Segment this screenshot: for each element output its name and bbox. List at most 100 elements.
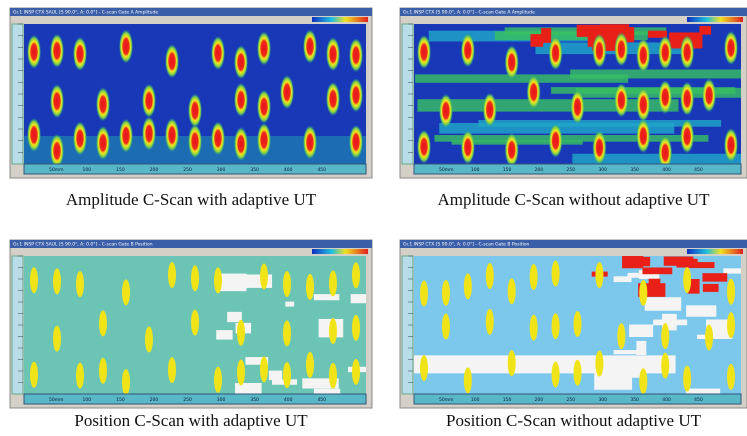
x-tick-label: 150 bbox=[116, 167, 125, 173]
indication bbox=[352, 314, 360, 341]
hot-zone bbox=[686, 262, 715, 269]
indication bbox=[188, 124, 202, 159]
indication bbox=[617, 323, 626, 350]
indication bbox=[417, 129, 431, 164]
x-tick-label: 200 bbox=[535, 167, 544, 173]
x-tick-label: 400 bbox=[662, 167, 671, 173]
indication bbox=[283, 362, 291, 389]
indication bbox=[257, 31, 271, 66]
x-tick-label: 250 bbox=[183, 167, 192, 173]
indication bbox=[234, 82, 248, 117]
band bbox=[570, 69, 741, 79]
band bbox=[494, 31, 648, 41]
indication bbox=[636, 87, 651, 122]
indication bbox=[303, 29, 317, 64]
indication bbox=[257, 89, 271, 124]
indication bbox=[30, 267, 38, 294]
indication bbox=[119, 118, 133, 153]
void-zone bbox=[216, 330, 233, 340]
void-zone bbox=[613, 350, 643, 355]
scan-image bbox=[24, 24, 366, 164]
hot-zone bbox=[702, 273, 728, 282]
bottom-ruler bbox=[413, 393, 742, 405]
hot-zone bbox=[530, 34, 544, 47]
void-zone bbox=[313, 294, 340, 301]
indication bbox=[680, 35, 695, 70]
x-tick-label: 300 bbox=[217, 167, 226, 173]
indication bbox=[702, 78, 717, 113]
caption: Position C-Scan with adaptive UT bbox=[74, 411, 308, 430]
indication bbox=[191, 309, 199, 336]
indication bbox=[614, 83, 629, 118]
indication bbox=[658, 80, 673, 115]
hot-zone bbox=[642, 267, 673, 275]
indication bbox=[526, 75, 541, 110]
x-tick-label: 250 bbox=[567, 167, 576, 173]
hot-zone bbox=[541, 28, 552, 43]
scan-image bbox=[24, 256, 366, 394]
x-tick-label: 150 bbox=[503, 167, 512, 173]
x-tick-label: 450 bbox=[694, 167, 703, 173]
indication bbox=[168, 262, 176, 289]
indication bbox=[504, 132, 519, 164]
indication bbox=[303, 125, 317, 160]
x-tick-label: 200 bbox=[150, 397, 159, 403]
indication bbox=[165, 44, 179, 79]
color-bar bbox=[312, 17, 368, 22]
indication bbox=[573, 311, 582, 338]
indication bbox=[188, 93, 202, 128]
bottom-ruler bbox=[23, 393, 367, 405]
indication bbox=[595, 262, 604, 289]
indication bbox=[507, 350, 516, 377]
x-tick-label: 250 bbox=[183, 397, 192, 403]
caption: Amplitude C-Scan without adaptive UT bbox=[438, 190, 711, 209]
x-tick-label: 100 bbox=[471, 167, 480, 173]
indication bbox=[658, 135, 673, 164]
indication bbox=[551, 313, 560, 340]
indication bbox=[142, 83, 156, 118]
scan-image bbox=[414, 24, 741, 164]
x-tick-label: 450 bbox=[317, 397, 326, 403]
indication bbox=[211, 36, 225, 71]
hot-zone bbox=[576, 24, 602, 37]
indication bbox=[460, 33, 475, 68]
x-tick-label: 150 bbox=[116, 397, 125, 403]
x-tick-label: 250 bbox=[567, 397, 576, 403]
indication bbox=[214, 267, 222, 294]
scan-image bbox=[414, 256, 741, 394]
x-tick-label: 200 bbox=[150, 167, 159, 173]
indication bbox=[50, 133, 64, 164]
indication bbox=[99, 310, 107, 337]
indication bbox=[529, 264, 538, 291]
void-zone bbox=[350, 294, 366, 304]
x-tick-label: 50mm bbox=[49, 167, 64, 173]
indication bbox=[705, 324, 714, 351]
void-zone bbox=[723, 268, 741, 274]
indication bbox=[636, 38, 651, 73]
void-zone bbox=[594, 372, 633, 390]
x-tick-label: 350 bbox=[630, 397, 639, 403]
scan-panel: Gr.1 INSP CTX [S 90.0°, A: 0.0°] - C-sca… bbox=[399, 7, 747, 179]
indication bbox=[551, 260, 560, 287]
indication bbox=[191, 265, 199, 292]
indication bbox=[329, 362, 337, 389]
indication bbox=[306, 273, 314, 300]
indication bbox=[460, 130, 475, 164]
caption: Position C-Scan without adaptive UT bbox=[446, 411, 702, 430]
indication bbox=[27, 34, 41, 69]
void-zone bbox=[268, 370, 283, 381]
title-bar bbox=[10, 240, 372, 248]
indication bbox=[306, 351, 314, 378]
indication bbox=[329, 270, 337, 297]
indication bbox=[122, 279, 130, 306]
indication bbox=[352, 358, 360, 385]
indication bbox=[463, 273, 472, 300]
void-band bbox=[414, 355, 676, 374]
x-tick-label: 450 bbox=[694, 397, 703, 403]
hot-zone bbox=[676, 258, 698, 268]
hot-zone bbox=[627, 256, 651, 267]
indication bbox=[417, 34, 431, 69]
indication bbox=[280, 75, 294, 110]
indication bbox=[165, 118, 179, 153]
x-tick-label: 100 bbox=[83, 397, 92, 403]
